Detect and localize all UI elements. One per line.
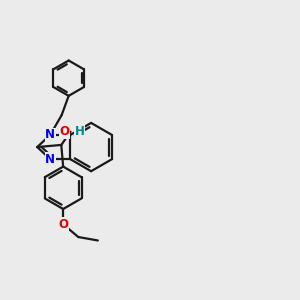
Text: O: O [59,125,69,138]
Text: O: O [58,218,68,231]
Text: N: N [45,153,55,166]
Text: N: N [45,128,55,142]
Text: H: H [75,125,85,138]
